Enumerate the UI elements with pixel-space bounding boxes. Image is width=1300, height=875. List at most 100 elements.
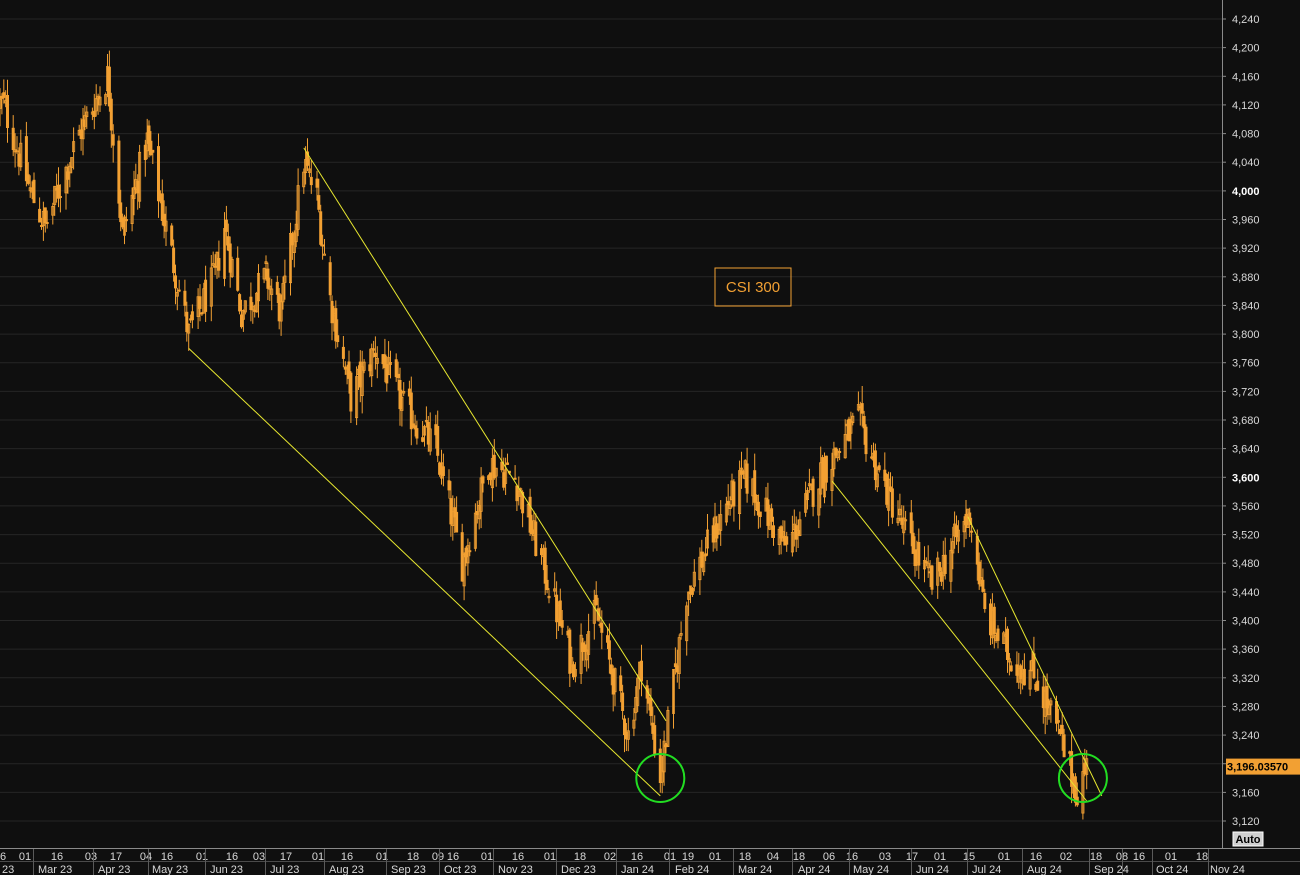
candle-body <box>607 640 611 660</box>
candle-body <box>370 348 374 377</box>
candle-body <box>130 194 134 225</box>
candle-body <box>198 296 202 309</box>
candle-body <box>587 631 591 655</box>
candle-body <box>38 208 42 223</box>
candle-body <box>843 433 847 459</box>
x-day-label: 18 <box>793 851 805 863</box>
candle-body <box>573 669 577 677</box>
candle-body <box>441 466 445 477</box>
candle-body <box>85 111 89 117</box>
y-axis: 3,1203,1603,2003,2403,2803,3203,3603,400… <box>1222 14 1260 828</box>
last-price-label: 3,196.03570 <box>1227 762 1288 774</box>
y-tick-label: 4,160 <box>1232 71 1260 83</box>
candle-body <box>111 134 115 146</box>
candle-body <box>58 195 62 198</box>
candle-body <box>926 562 930 569</box>
x-month-label: Jul 24 <box>972 864 1001 875</box>
candle-body <box>666 710 670 748</box>
candle-body <box>505 462 509 465</box>
candle-body <box>239 314 243 328</box>
candle-body <box>387 357 391 376</box>
candle-body <box>226 236 230 251</box>
y-tick-label: 3,840 <box>1232 300 1260 312</box>
title-box-border <box>714 267 792 307</box>
candle-body <box>804 493 808 513</box>
candle-body <box>123 216 127 236</box>
candle-body <box>600 622 604 633</box>
candle-body <box>1032 653 1036 679</box>
x-day-label: 04 <box>140 851 152 863</box>
y-tick-label: 3,120 <box>1232 816 1260 828</box>
candle-body <box>321 244 325 247</box>
candle-body <box>317 195 321 210</box>
x-day-label: 01 <box>1165 851 1177 863</box>
candle-body <box>887 478 891 511</box>
candle-body <box>951 541 955 554</box>
candle-body <box>494 467 498 477</box>
candle-body <box>1006 628 1010 660</box>
candle-body <box>1060 724 1064 735</box>
candle-body <box>758 511 762 517</box>
candle-body <box>726 500 730 506</box>
candle-body <box>124 218 128 222</box>
candle-body <box>415 428 419 439</box>
trend-line-layer <box>188 147 1103 802</box>
candle-body <box>738 470 742 515</box>
auto-scale-button-bg[interactable] <box>1232 831 1264 847</box>
x-day-label: 16 <box>512 851 524 863</box>
candle-body <box>545 579 549 590</box>
candle-body <box>579 634 583 674</box>
candle-body <box>860 403 864 414</box>
candle-body <box>66 171 70 180</box>
candle-body <box>836 450 840 459</box>
candle-body <box>898 508 902 516</box>
candle-body <box>292 232 296 253</box>
candle-body <box>1007 658 1011 663</box>
candle-body <box>360 366 364 397</box>
candle-body <box>534 521 538 557</box>
y-tick-label: 3,240 <box>1232 730 1260 742</box>
y-tick-label: 3,360 <box>1232 644 1260 656</box>
candle-body <box>451 511 455 527</box>
candle-body <box>156 146 160 202</box>
x-month-label: Feb 24 <box>675 864 709 875</box>
candle-body <box>177 289 181 292</box>
y-tick-label: 3,680 <box>1232 415 1260 427</box>
y-tick-label: 3,560 <box>1232 501 1260 513</box>
candle-body <box>1070 751 1074 787</box>
y-tick-label: 4,240 <box>1232 14 1260 26</box>
highlight-circle <box>635 753 686 803</box>
candle-body <box>477 504 481 520</box>
candle-body <box>266 268 270 289</box>
x-day-label: 01 <box>196 851 208 863</box>
auto-scale-label[interactable]: Auto <box>1235 834 1260 846</box>
x-day-label: 03 <box>253 851 265 863</box>
candle-body <box>830 468 834 491</box>
x-day-label: 15 <box>963 851 975 863</box>
candle-body <box>824 455 828 483</box>
candle-body <box>798 519 802 536</box>
y-tick-label: 4,080 <box>1232 129 1260 141</box>
candle-body <box>653 725 657 755</box>
candle-body <box>687 591 691 600</box>
candle-body <box>619 675 623 692</box>
candle-body <box>626 730 630 740</box>
candle-body <box>560 620 564 628</box>
candle-body <box>322 253 326 256</box>
candle-body <box>70 157 74 168</box>
candle-body <box>402 390 406 394</box>
candle-body <box>211 263 215 266</box>
y-tick-label: 4,000 <box>1232 186 1260 198</box>
candle-body <box>422 426 426 436</box>
candle-body <box>1019 665 1023 679</box>
candle-body <box>543 547 547 584</box>
candle-body <box>447 480 451 491</box>
candle-body <box>938 561 942 572</box>
x-day-label: 06 <box>823 851 835 863</box>
candle-body <box>183 290 187 306</box>
auto-scale-button[interactable]: Auto <box>1232 831 1264 847</box>
x-day-label: 18 <box>739 851 751 863</box>
x-day-label: 16 <box>1030 851 1042 863</box>
x-month-label: Aug 24 <box>1027 864 1062 875</box>
